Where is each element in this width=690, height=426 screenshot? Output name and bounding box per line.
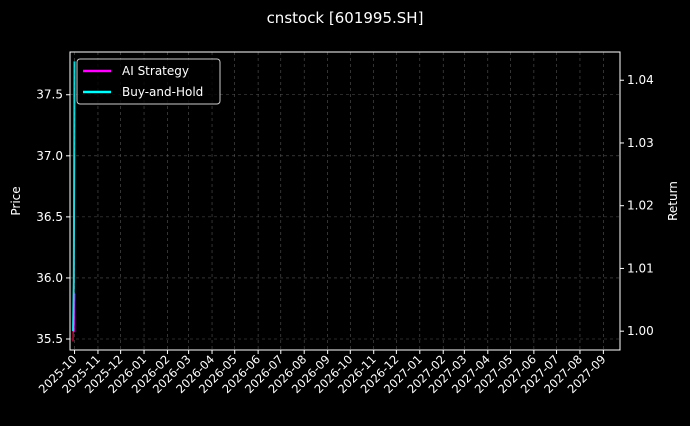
y-tick-label-right: 1.02 [627, 199, 654, 213]
y-tick-label-right: 1.03 [627, 136, 654, 150]
chart-title: cnstock [601995.SH] [267, 9, 424, 27]
plot-frame [69, 51, 621, 351]
y-axis-label-left: Price [9, 186, 23, 215]
y-tick-label-right: 1.00 [627, 324, 654, 338]
y-tick-label-right: 1.04 [627, 73, 654, 87]
legend-label-ai-strategy: AI Strategy [122, 64, 189, 78]
y-tick-label-left: 36.5 [36, 210, 63, 224]
y-tick-label-left: 36.0 [36, 271, 63, 285]
y-tick-label-right: 1.01 [627, 261, 654, 275]
legend: AI Strategy Buy-and-Hold [76, 58, 221, 105]
y-axis-label-right: Return [666, 181, 680, 221]
y-tick-label-left: 35.5 [36, 332, 63, 346]
y-tick-label-left: 37.5 [36, 88, 63, 102]
series-line-buy-and-hold [72, 61, 76, 332]
legend-label-buy-and-hold: Buy-and-Hold [122, 85, 203, 99]
y-tick-label-left: 37.0 [36, 149, 63, 163]
